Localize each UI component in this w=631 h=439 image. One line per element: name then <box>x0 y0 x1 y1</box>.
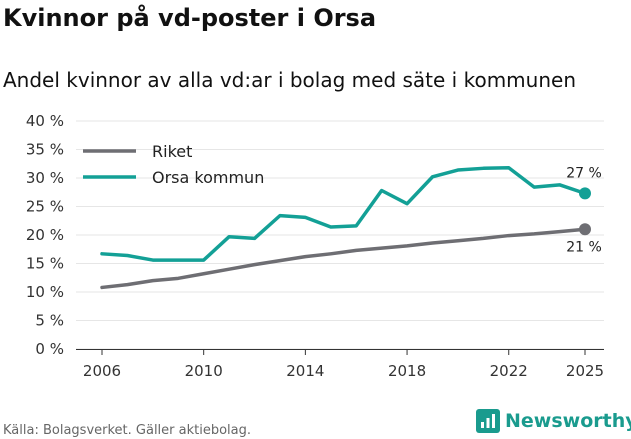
series-end-point <box>579 187 591 200</box>
line-chart: 0 % 5 % 10 % 15 % 20 % 25 % 30 % 35 % 40 % 2006 20… <box>26 112 604 380</box>
y-tick-label: 10 % <box>26 283 64 301</box>
series-line-orsa-kommun <box>100 165 587 262</box>
brand: Newsworthy <box>476 409 631 433</box>
y-tick-label: 5 % <box>35 312 64 330</box>
y-tick-label: 0 % <box>35 340 64 358</box>
chart-title: Kvinnor på vd-poster i Orsa <box>3 4 377 32</box>
source-note: Källa: Bolagsverket. Gäller aktiebolag. <box>3 423 252 438</box>
x-tick-label: 2014 <box>286 362 324 380</box>
end-label-riket: 21 % <box>566 239 602 255</box>
y-tick-label: 40 % <box>26 112 64 130</box>
y-tick-label: 25 % <box>26 198 64 216</box>
y-tick-label: 15 % <box>26 255 64 273</box>
y-tick-label: 35 % <box>26 141 64 159</box>
newsworthy-logo-icon <box>476 409 500 433</box>
legend-label: Riket <box>152 142 192 161</box>
brand-name: Newsworthy <box>505 410 631 432</box>
x-tick-label: 2018 <box>388 362 426 380</box>
x-tick-label: 2006 <box>83 362 121 380</box>
series-line-riket <box>100 227 587 290</box>
series-end-point <box>579 223 591 236</box>
end-label-orsa: 27 % <box>566 165 602 181</box>
x-tick-label: 2022 <box>490 362 528 380</box>
y-tick-label: 30 % <box>26 169 64 187</box>
legend-label: Orsa kommun <box>152 168 264 187</box>
x-tick-label: 2025 <box>566 362 604 380</box>
x-tick-label: 2010 <box>185 362 223 380</box>
chart-subtitle: Andel kvinnor av alla vd:ar i bolag med … <box>3 68 576 92</box>
y-tick-label: 20 % <box>26 226 64 244</box>
